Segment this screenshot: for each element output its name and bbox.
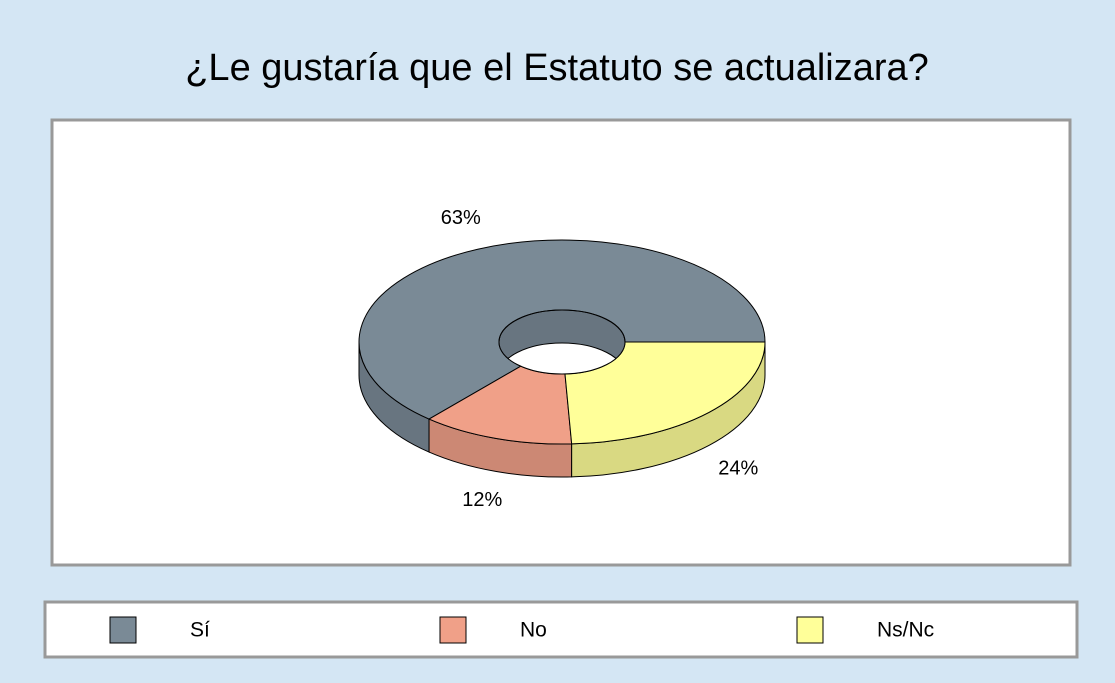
legend-label: Ns/Nc — [877, 619, 934, 642]
data-label: 24% — [718, 458, 758, 480]
legend-label: No — [520, 619, 547, 642]
legend-swatch — [109, 616, 137, 644]
data-label: 63% — [441, 207, 481, 229]
chart-title: ¿Le gustaría que el Estatuto se actualiz… — [185, 47, 929, 89]
legend-swatch — [439, 616, 467, 644]
pie — [358, 239, 766, 478]
hole-edge — [498, 309, 626, 375]
legend-swatch — [796, 616, 824, 644]
legend-label: Sí — [190, 619, 210, 642]
legend — [43, 600, 1079, 659]
data-label: 12% — [462, 489, 502, 511]
